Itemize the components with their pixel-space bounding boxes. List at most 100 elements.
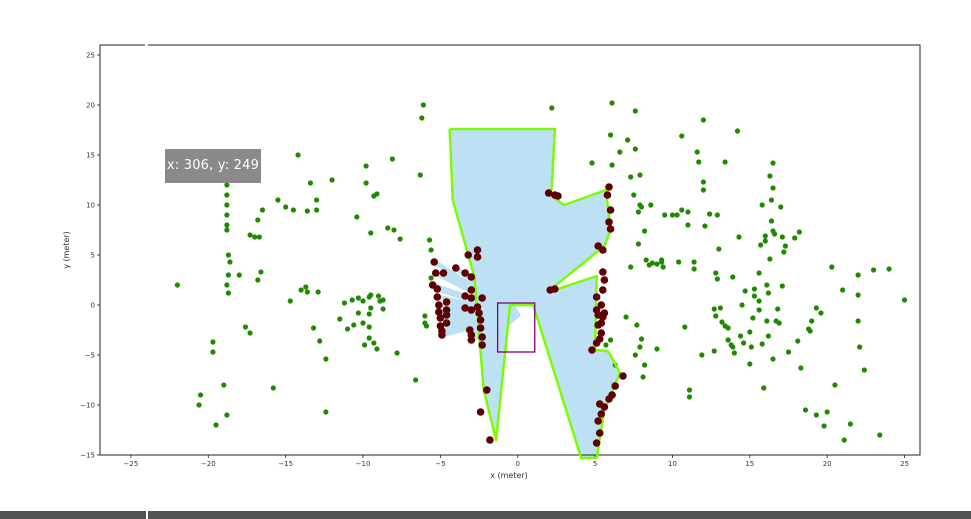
far-point [603,342,609,348]
far-point [747,329,753,335]
near-point [605,218,613,226]
far-point [635,241,642,247]
far-point [632,108,638,114]
far-point [855,318,861,324]
far-point [768,197,775,203]
far-point [776,320,782,326]
far-point [857,344,863,350]
near-point [608,391,616,399]
near-point [594,311,602,319]
far-point [737,333,744,339]
far-point [283,204,289,210]
far-point [771,231,778,237]
far-point [389,156,396,162]
far-point [691,259,697,265]
far-point [730,344,736,350]
far-point [419,115,425,121]
near-point [611,382,620,390]
near-point [551,285,559,293]
far-point [634,322,640,328]
far-point [632,352,638,358]
far-point [798,365,804,371]
near-point [442,311,451,319]
far-point [380,306,386,312]
y-tick-label: 5 [91,252,95,260]
far-point [224,412,230,418]
near-point [597,329,606,337]
far-point [877,432,883,438]
far-point [649,260,655,266]
y-tick-label: 10 [86,202,95,210]
far-point [607,132,614,138]
y-tick-label: 20 [86,102,95,110]
far-point [366,311,372,317]
far-point [765,290,771,296]
far-point [648,202,654,208]
far-point [761,385,767,391]
far-point [391,227,397,233]
near-point [431,269,440,277]
y-tick-label: −10 [80,402,95,410]
far-point [640,374,646,380]
near-point [433,293,442,301]
x-tick-label: 25 [900,460,909,468]
far-point [682,324,688,330]
y-tick-label: −5 [85,352,95,360]
far-point [813,305,819,311]
far-point [734,128,741,134]
near-point [452,264,460,272]
far-point [778,204,784,210]
far-point [304,208,310,214]
y-tick-label: −15 [80,452,95,460]
far-point [224,212,230,218]
far-point [549,105,555,111]
far-point [717,305,724,311]
far-point [329,177,335,183]
far-point [731,350,737,356]
far-point [375,293,382,299]
far-point [809,318,815,324]
far-point [323,356,329,362]
far-point [227,259,233,265]
far-point [366,335,372,341]
far-point [210,349,216,355]
far-point [368,230,374,236]
far-point [779,283,785,289]
near-point [476,408,485,416]
far-point [224,222,230,228]
far-point [323,409,329,415]
scan-ray [479,295,521,318]
near-point [619,372,627,380]
far-point [669,212,676,218]
near-point [442,298,451,306]
x-tick-label: −15 [278,460,293,468]
far-point [679,207,685,213]
x-tick-label: −10 [356,460,371,468]
x-tick-label: 0 [516,460,520,468]
near-point [600,309,609,317]
far-point [768,218,775,224]
far-point [247,232,253,238]
far-point [719,319,725,325]
far-point [363,163,369,169]
far-point [676,259,682,265]
far-point [756,298,762,304]
far-point [623,314,629,320]
near-point [595,429,604,437]
far-point [674,212,680,218]
far-point [699,352,705,358]
robot-rectangle [496,302,536,353]
far-point [354,214,360,220]
far-point [589,160,595,166]
far-point [759,341,765,347]
far-point [360,298,366,304]
far-point [637,172,643,178]
far-points-series [174,100,908,443]
y-tick-label: 15 [86,152,95,160]
far-point [224,202,230,208]
far-point [713,313,719,319]
far-point [781,249,787,255]
boundary-series [448,127,622,460]
far-point [374,346,380,352]
far-point [224,227,230,233]
